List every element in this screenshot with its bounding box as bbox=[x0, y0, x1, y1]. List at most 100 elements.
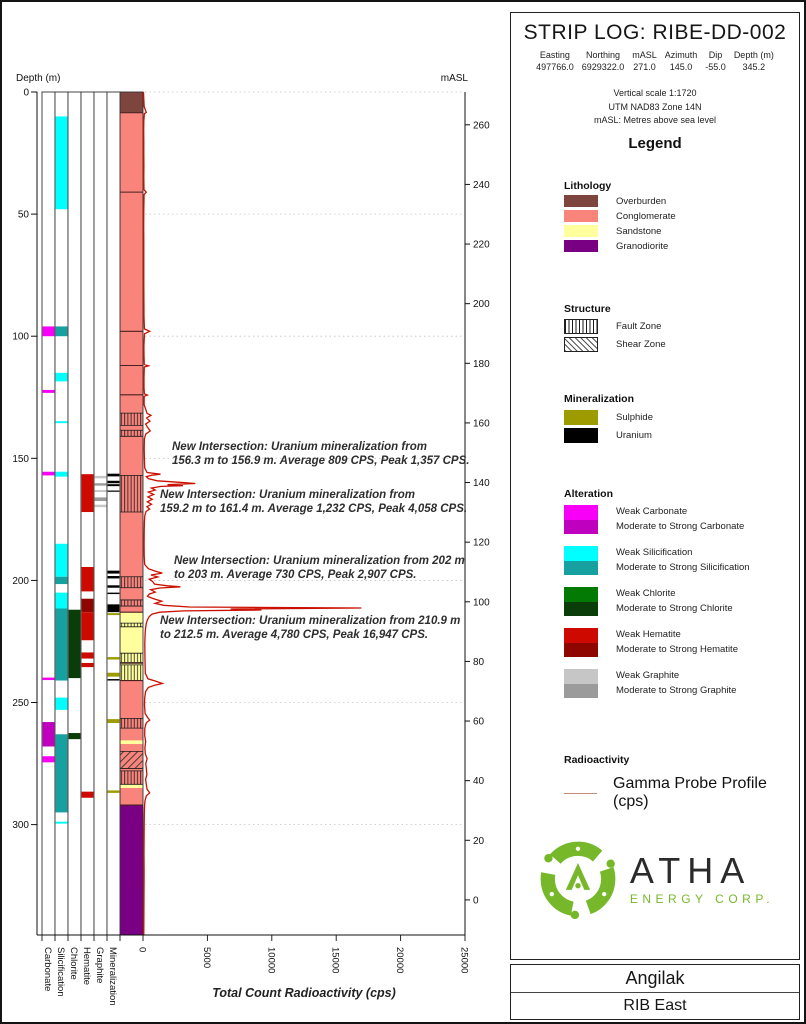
legend-label: Overburden bbox=[616, 195, 667, 207]
interval-carbonate bbox=[42, 722, 55, 747]
legend-label: Conglomerate bbox=[616, 210, 676, 222]
legend-group-silicification: Weak Silicification Moderate to Strong Si… bbox=[564, 546, 791, 575]
interval-silicification bbox=[55, 543, 68, 577]
mineralization-swatch-sulphide bbox=[564, 410, 598, 425]
alteration-labels: Weak Chlorite Moderate to Strong Chlorite bbox=[616, 587, 733, 616]
depth-axis: 0 50 100 150 200 250 300 Depth (m) bbox=[12, 73, 60, 935]
depth-gridlines bbox=[37, 91, 465, 826]
interval-silicification bbox=[55, 326, 68, 337]
svg-text:260: 260 bbox=[473, 120, 490, 131]
svg-text:0: 0 bbox=[473, 895, 479, 906]
annotation-line-2: 156.3 m to 156.9 m. Average 809 CPS, Pea… bbox=[172, 454, 470, 467]
alteration-labels: Weak Hematite Moderate to Strong Hematite bbox=[616, 628, 738, 657]
gamma-line-sample bbox=[564, 792, 598, 794]
svg-text:180: 180 bbox=[473, 359, 490, 370]
interval-hematite bbox=[81, 598, 94, 613]
interval-mineralization bbox=[107, 790, 120, 793]
mineralization-heading: Mineralization bbox=[564, 393, 635, 405]
info-panel: STRIP LOG: RIBE-DD-002 Easting Northing mA… bbox=[510, 12, 800, 960]
interval-graphite bbox=[94, 490, 107, 493]
strong-label: Moderate to Strong Hematite bbox=[616, 643, 738, 655]
survey-notes: Vertical scale 1:1720 UTM NAD83 Zone 14N… bbox=[511, 87, 799, 128]
note-scale: Vertical scale 1:1720 bbox=[613, 88, 697, 98]
legend-label: Sandstone bbox=[616, 225, 662, 237]
legend-item-granodiorite: Granodiorite bbox=[564, 240, 791, 252]
track-label-graphite: Graphite bbox=[94, 947, 105, 983]
legend-label: Shear Zone bbox=[616, 339, 666, 350]
interval-silicification bbox=[55, 592, 68, 609]
track-label-hematite: Hematite bbox=[81, 947, 92, 985]
interval-hematite bbox=[81, 566, 94, 592]
note-datum: UTM NAD83 Zone 14N bbox=[608, 101, 702, 112]
svg-text:40: 40 bbox=[473, 776, 485, 787]
svg-text:250: 250 bbox=[12, 698, 29, 709]
track-label-mineralization: Mineralization bbox=[107, 947, 118, 1006]
interval-graphite bbox=[94, 497, 107, 502]
track-silicification bbox=[54, 91, 69, 936]
interval-mineralization bbox=[107, 613, 120, 616]
weak-carbonate-swatch bbox=[564, 505, 598, 520]
legend-item-sulphide: Sulphide bbox=[564, 410, 791, 425]
svg-text:80: 80 bbox=[473, 657, 485, 668]
company-logo: ATHA ENERGY CORP. bbox=[511, 837, 799, 921]
fault-zone-interval bbox=[120, 475, 143, 513]
legend-item-conglomerate: Conglomerate bbox=[564, 210, 791, 222]
structure-legend: Fault Zone Shear Zone bbox=[564, 319, 791, 355]
fault-zone-interval bbox=[120, 599, 143, 607]
collar-field-label: Azimuth bbox=[664, 50, 698, 60]
legend-label: Uranium bbox=[616, 430, 652, 441]
annotation-line-1: New Intersection: Uranium mineralization… bbox=[160, 489, 415, 501]
track-hematite bbox=[80, 91, 95, 936]
alteration-labels: Weak Carbonate Moderate to Strong Carbona… bbox=[616, 505, 744, 534]
interval-silicification bbox=[55, 372, 68, 382]
svg-text:60: 60 bbox=[473, 717, 485, 728]
svg-text:200: 200 bbox=[12, 576, 29, 587]
fault-zone-interval bbox=[120, 770, 143, 785]
strong-label: Moderate to Strong Silicification bbox=[616, 561, 750, 573]
intersection-annotation-4: New Intersection: Uranium mineralization… bbox=[160, 615, 460, 642]
interval-mineralization bbox=[107, 657, 120, 660]
svg-text:140: 140 bbox=[473, 478, 490, 489]
interval-mineralization bbox=[107, 484, 120, 487]
interval-silicification bbox=[55, 608, 68, 681]
interval-silicification bbox=[55, 116, 68, 210]
svg-text:160: 160 bbox=[473, 418, 490, 429]
fault-zone-interval bbox=[120, 576, 143, 588]
weak-label: Weak Silicification bbox=[616, 547, 693, 558]
atha-logo-icon bbox=[540, 841, 616, 920]
weak-hematite-swatch bbox=[564, 628, 598, 643]
strong-label: Moderate to Strong Chlorite bbox=[616, 602, 733, 614]
track-chlorite bbox=[67, 91, 82, 936]
annotation-line-1: New Intersection: Uranium mineralization… bbox=[172, 441, 427, 453]
weak-label: Weak Carbonate bbox=[616, 506, 688, 517]
mineralization-legend: Sulphide Uranium bbox=[564, 410, 791, 446]
svg-text:220: 220 bbox=[473, 240, 490, 251]
collar-field-value: 345.2 bbox=[742, 62, 766, 72]
track-carbonate bbox=[41, 91, 56, 936]
alteration-labels: Weak Graphite Moderate to Strong Graphite bbox=[616, 669, 736, 698]
interval-hematite bbox=[81, 612, 94, 641]
interval-hematite bbox=[81, 652, 94, 659]
track-label-silicification: Silicification bbox=[55, 947, 66, 997]
svg-text:240: 240 bbox=[473, 180, 490, 191]
legend-group-graphite: Weak Graphite Moderate to Strong Graphite bbox=[564, 669, 791, 698]
alteration-swatch-carbonate bbox=[564, 505, 598, 534]
fault-zone-interval bbox=[120, 430, 143, 437]
radioactivity-axis: Carbonate Silicification Chlorite Hematite G… bbox=[37, 934, 470, 1006]
interval-carbonate bbox=[42, 471, 55, 476]
svg-text:100: 100 bbox=[473, 597, 490, 608]
legend-label: Fault Zone bbox=[616, 321, 662, 332]
collar-field-label: Northing bbox=[585, 50, 620, 60]
interval-silicification bbox=[55, 697, 68, 710]
radioactivity-legend: Gamma Probe Profile (cps) bbox=[564, 775, 791, 811]
interval-graphite bbox=[94, 483, 107, 486]
fault-zone-interval bbox=[120, 653, 143, 663]
interval-carbonate bbox=[42, 756, 55, 763]
legend-title: Legend bbox=[628, 135, 682, 152]
weak-chlorite-swatch bbox=[564, 587, 598, 602]
svg-text:5000: 5000 bbox=[201, 947, 212, 968]
lithology-swatch-granodiorite bbox=[564, 240, 598, 252]
interval-silicification bbox=[55, 821, 68, 824]
